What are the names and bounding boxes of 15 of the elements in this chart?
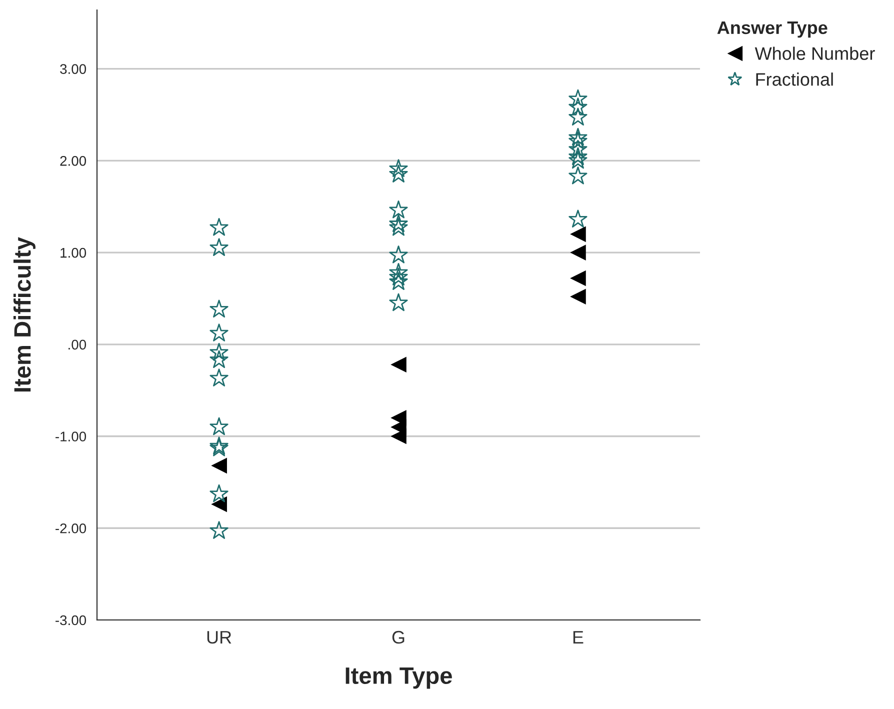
legend-label: Fractional [756,72,833,86]
x-axis-title: Item Type [346,668,452,689]
y-tick-label: -2.00 [56,523,86,534]
y-tick-label: 1.00 [60,248,86,258]
y-tick-label: 2.00 [60,156,86,166]
x-tick-label: E [573,631,584,644]
legend-label: Whole Number [754,46,875,60]
x-tick-label: G [392,630,404,644]
y-tick-label: -3.00 [56,615,86,626]
y-axis-title: Item Difficulty [13,237,36,392]
y-tick-label: 3.00 [60,64,86,74]
legend-title: Answer Type [717,21,828,38]
y-tick-label: .00 [68,340,86,350]
y-tick-label: -1.00 [56,432,86,442]
x-tick-label: UR [207,631,232,644]
